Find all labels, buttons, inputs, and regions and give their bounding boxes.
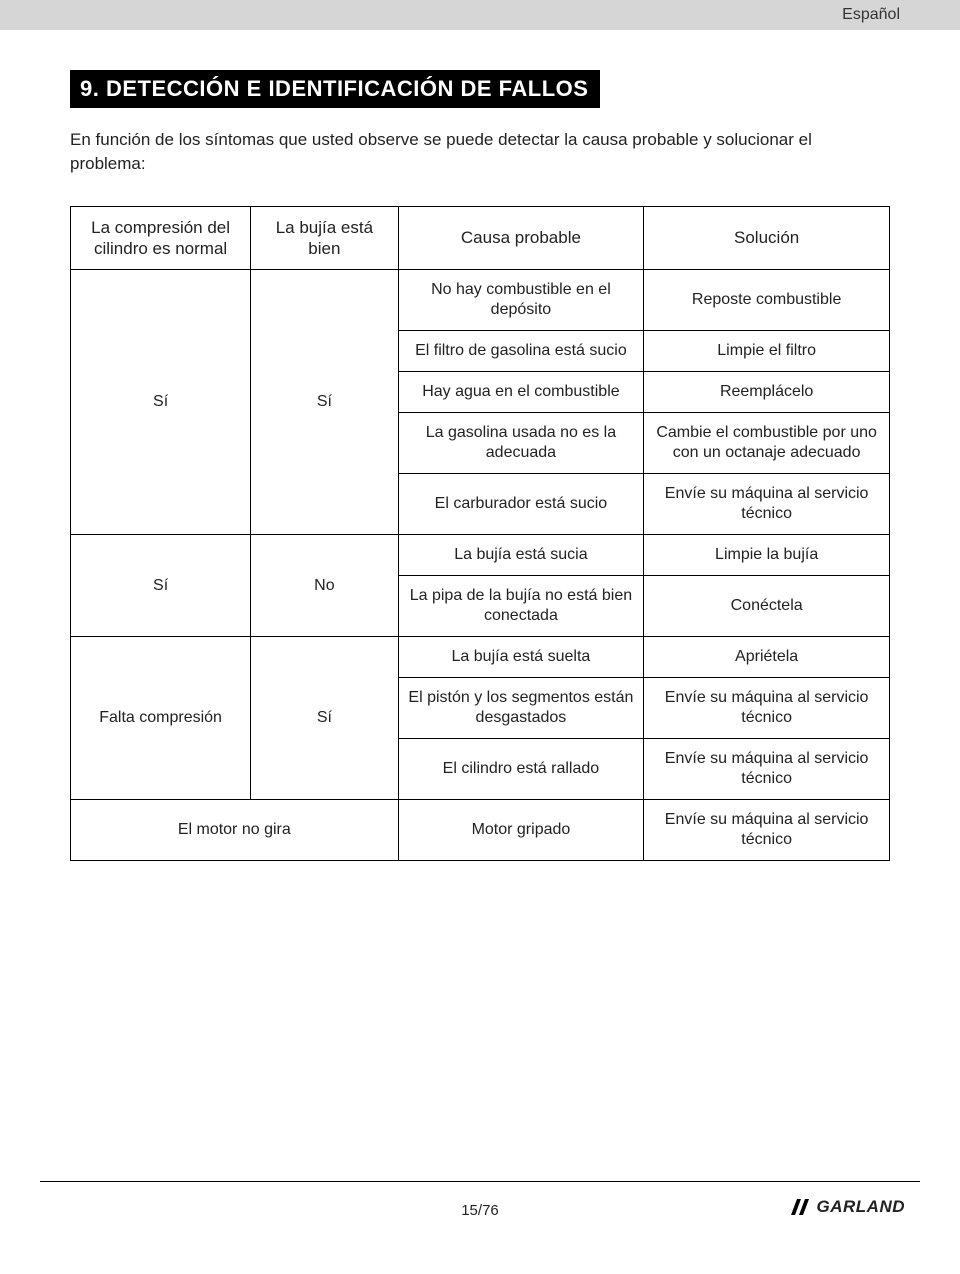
- table-cell-cause: La bujía está suelta: [398, 637, 644, 678]
- brand-text: GARLAND: [817, 1197, 906, 1217]
- page-content: 9. DETECCIÓN E IDENTIFICACIÓN DE FALLOS …: [0, 30, 960, 881]
- section-number: 9.: [80, 76, 99, 101]
- table-cell-cause: El cilindro está rallado: [398, 739, 644, 800]
- table-cell-compression: Sí: [71, 270, 251, 535]
- section-heading: DETECCIÓN E IDENTIFICACIÓN DE FALLOS: [106, 76, 588, 101]
- table-cell-sparkplug: Sí: [251, 637, 398, 800]
- table-cell-solution: Reemplácelo: [644, 372, 890, 413]
- table-cell-solution: Envíe su máquina al servicio técnico: [644, 739, 890, 800]
- table-row: SíSíNo hay combustible en el depósitoRep…: [71, 270, 890, 331]
- table-cell-cause: El carburador está sucio: [398, 474, 644, 535]
- table-cell-solution: Limpie la bujía: [644, 535, 890, 576]
- table-cell-solution: Apriétela: [644, 637, 890, 678]
- fault-table-header-cell: Causa probable: [398, 206, 644, 270]
- section-title: 9. DETECCIÓN E IDENTIFICACIÓN DE FALLOS: [70, 70, 600, 108]
- table-cell-solution: Reposte combustible: [644, 270, 890, 331]
- section-intro: En función de los síntomas que usted obs…: [70, 128, 890, 176]
- table-cell-sparkplug: No: [251, 535, 398, 637]
- fault-table-header-cell: Solución: [644, 206, 890, 270]
- table-cell-cause: No hay combustible en el depósito: [398, 270, 644, 331]
- table-cell-solution: Conéctela: [644, 576, 890, 637]
- footer: 15/76 GARLAND: [0, 1182, 960, 1249]
- table-cell-cause: Motor gripado: [398, 800, 644, 861]
- table-cell-cause: La pipa de la bujía no está bien conecta…: [398, 576, 644, 637]
- table-cell-cause: El filtro de gasolina está sucio: [398, 331, 644, 372]
- table-cell-compression: El motor no gira: [71, 800, 399, 861]
- table-cell-cause: El pistón y los segmentos están desgasta…: [398, 678, 644, 739]
- fault-table-body: SíSíNo hay combustible en el depósitoRep…: [71, 270, 890, 861]
- fault-table-header-cell: La compresión del cilindro es normal: [71, 206, 251, 270]
- header-language: Español: [842, 6, 900, 24]
- table-cell-compression: Falta compresión: [71, 637, 251, 800]
- table-row: Falta compresiónSíLa bujía está sueltaAp…: [71, 637, 890, 678]
- table-cell-compression: Sí: [71, 535, 251, 637]
- table-cell-solution: Envíe su máquina al servicio técnico: [644, 678, 890, 739]
- table-cell-solution: Limpie el filtro: [644, 331, 890, 372]
- page-number: 15/76: [461, 1202, 499, 1219]
- table-cell-solution: Envíe su máquina al servicio técnico: [644, 474, 890, 535]
- table-row: El motor no giraMotor gripadoEnvíe su má…: [71, 800, 890, 861]
- fault-table: La compresión del cilindro es normalLa b…: [70, 206, 890, 862]
- table-cell-sparkplug: Sí: [251, 270, 398, 535]
- table-cell-solution: Envíe su máquina al servicio técnico: [644, 800, 890, 861]
- table-cell-cause: La bujía está sucia: [398, 535, 644, 576]
- fault-table-header-cell: La bujía está bien: [251, 206, 398, 270]
- fault-table-head: La compresión del cilindro es normalLa b…: [71, 206, 890, 270]
- header-bar: Español: [0, 0, 960, 30]
- table-cell-solution: Cambie el combustible por uno con un oct…: [644, 413, 890, 474]
- table-cell-cause: Hay agua en el combustible: [398, 372, 644, 413]
- table-row: SíNoLa bujía está suciaLimpie la bujía: [71, 535, 890, 576]
- brand-logo: GARLAND: [787, 1195, 906, 1219]
- table-cell-cause: La gasolina usada no es la adecuada: [398, 413, 644, 474]
- brand-icon: [787, 1195, 811, 1219]
